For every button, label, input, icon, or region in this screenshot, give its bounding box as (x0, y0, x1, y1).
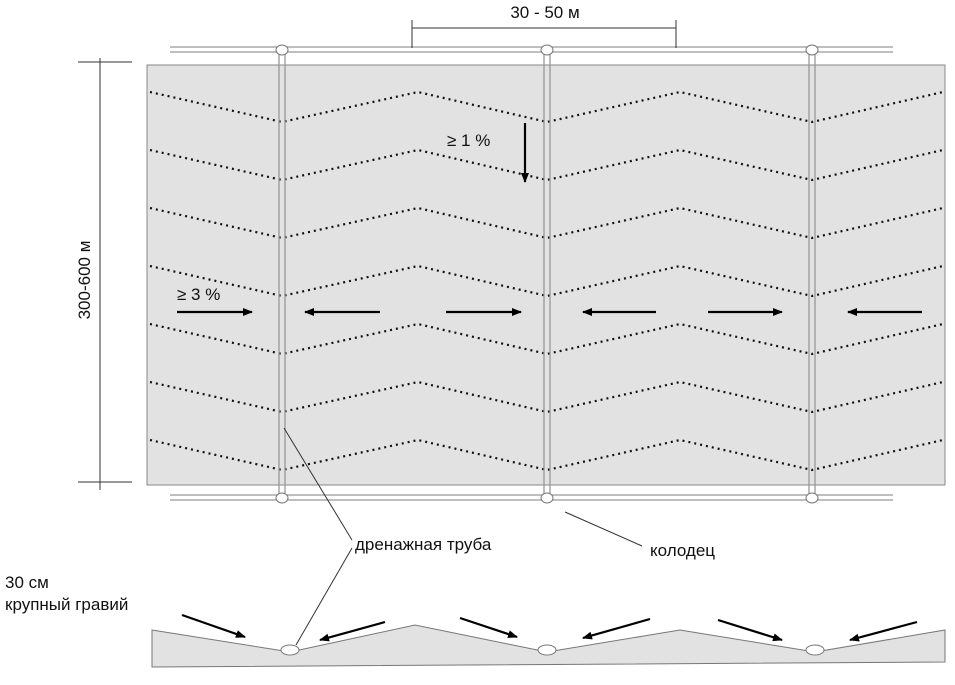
length-dimension (78, 58, 132, 490)
drain-pipes (278, 50, 816, 498)
field (146, 64, 946, 486)
transverse-slope: ≥ 3 % (177, 285, 220, 304)
well-label: колодец (650, 541, 715, 560)
longitudinal-slope: ≥ 1 % (447, 131, 490, 150)
slope-line (149, 206, 944, 240)
slope-line (149, 438, 944, 472)
section-pipes (280, 644, 825, 656)
slope-line (149, 380, 944, 414)
slope-line (149, 90, 944, 124)
slope-lines (149, 90, 944, 472)
width-dimension (411, 20, 677, 48)
slope-line (149, 264, 944, 298)
slope-line (149, 322, 944, 356)
section-arrows (181, 613, 918, 642)
slope-line (149, 148, 944, 182)
gravel-material: крупный гравий (5, 595, 128, 614)
collectors (170, 46, 893, 501)
width-label: 30 - 50 м (510, 3, 579, 22)
wells (275, 44, 819, 504)
gravel-thickness: 30 см (5, 573, 49, 592)
drain-pipe-label: дренажная труба (355, 535, 492, 554)
cross-section (151, 624, 946, 668)
leader-lines (283, 427, 643, 646)
length-label: 300-600 м (75, 241, 94, 320)
